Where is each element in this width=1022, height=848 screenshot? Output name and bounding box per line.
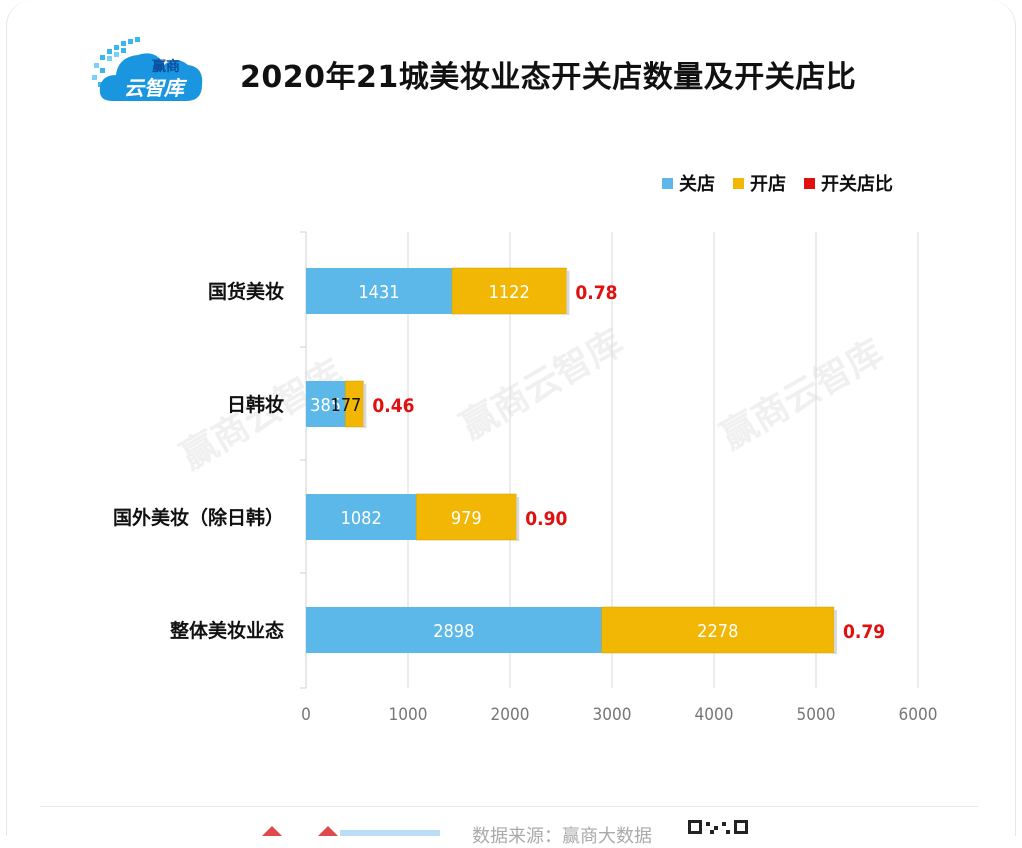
data-label: 1082	[341, 508, 382, 529]
ratio-label: 0.78	[575, 282, 617, 304]
footer-source: 数据来源：赢商大数据	[472, 826, 652, 847]
bar-shadow	[833, 610, 837, 654]
x-tick-label: 2000	[491, 705, 530, 725]
data-label: 1431	[358, 282, 399, 303]
logo-line1: 赢商	[152, 58, 180, 75]
bar-close	[306, 268, 452, 314]
category-label: 整体美妆业态	[170, 619, 284, 642]
x-tick-label: 0	[301, 705, 311, 725]
qr-code-icon	[688, 820, 748, 834]
data-label: 2278	[697, 621, 738, 642]
bar-shadow	[566, 271, 570, 315]
bar-close	[306, 381, 346, 427]
data-label: 177	[330, 395, 361, 416]
legend-swatch-ratio	[804, 177, 815, 189]
bar-shadow	[516, 497, 520, 541]
logo-cloud-icon	[99, 53, 203, 101]
data-label: 385	[310, 395, 341, 416]
watermark-text: 赢商云智库	[454, 321, 631, 447]
ratio-label: 0.90	[525, 508, 567, 530]
bar-open	[601, 606, 835, 654]
chart-card	[6, 0, 1016, 836]
legend-item-close: 关店	[662, 170, 715, 196]
logo-line2: 云智库	[124, 76, 188, 100]
logo-pixels	[92, 37, 140, 94]
x-tick-label: 6000	[899, 705, 938, 725]
legend-item-ratio: 开关店比	[804, 170, 893, 196]
bar-close	[306, 607, 602, 653]
bar-open	[345, 380, 364, 428]
data-label: 979	[451, 508, 482, 529]
legend-swatch-open	[733, 177, 744, 189]
category-label: 日韩妆	[227, 393, 284, 416]
x-tick-label: 1000	[389, 705, 428, 725]
ratio-label: 0.79	[843, 621, 885, 643]
logo: 赢商 云智库	[92, 37, 203, 101]
legend-label-close: 关店	[679, 174, 715, 195]
legend: 关店 开店 开关店比	[662, 170, 893, 196]
bar-close	[306, 494, 417, 540]
chart-title: 2020年21城美妆业态开关店数量及开关店比	[240, 60, 857, 95]
bar-open	[451, 267, 567, 315]
legend-swatch-close	[662, 177, 673, 189]
category-label: 国外美妆（除日韩）	[113, 506, 284, 529]
category-label: 国货美妆	[208, 280, 284, 303]
x-tick-label: 5000	[797, 705, 836, 725]
data-label: 1122	[489, 282, 530, 303]
legend-label-open: 开店	[750, 174, 786, 195]
data-label: 2898	[433, 621, 474, 642]
x-tick-label: 3000	[593, 705, 632, 725]
legend-item-open: 开店	[733, 170, 786, 196]
bar-shadow	[363, 384, 367, 428]
footer-brand-mark	[262, 826, 440, 836]
x-tick-label: 4000	[695, 705, 734, 725]
footer-divider	[40, 806, 978, 807]
watermark-text: 赢商云智库	[714, 331, 891, 457]
legend-label-ratio: 开关店比	[821, 174, 893, 195]
ratio-label: 0.46	[372, 395, 414, 417]
